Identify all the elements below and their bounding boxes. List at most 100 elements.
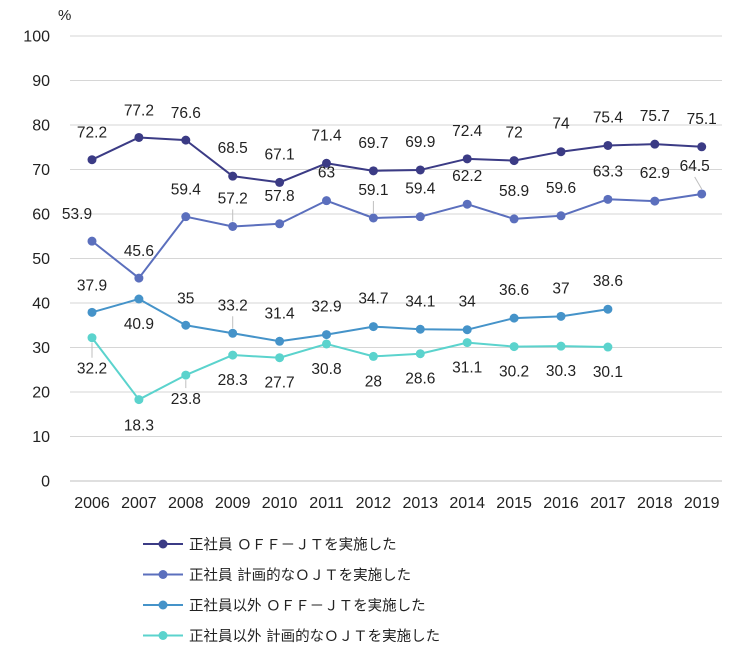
data-point [603, 342, 613, 352]
y-tick-label: 0 [41, 474, 50, 491]
data-label: 67.1 [265, 146, 295, 163]
legend-swatch-marker [158, 539, 168, 549]
x-axis-ticks: 2006 2007 2008 2009 2010 2011 2012 2013 2014 2015… [74, 495, 719, 512]
data-point [415, 212, 425, 222]
data-point [368, 166, 378, 176]
series-line [91, 298, 609, 343]
data-point [462, 154, 472, 164]
data-point [415, 324, 425, 334]
data-point [181, 212, 191, 222]
data-point [134, 273, 144, 283]
y-tick-label: 20 [32, 385, 50, 402]
data-point [556, 211, 566, 221]
data-label: 75.7 [640, 108, 670, 125]
data-label: 69.9 [405, 134, 435, 151]
data-point [509, 156, 519, 166]
data-label: 58.9 [499, 183, 529, 200]
x-tick-label: 2016 [543, 495, 579, 512]
data-label: 57.8 [265, 188, 295, 205]
y-tick-label: 90 [32, 73, 50, 90]
data-point [509, 342, 519, 352]
data-label: 59.4 [405, 181, 436, 198]
data-label: 57.2 [218, 190, 248, 207]
x-tick-label: 2013 [403, 495, 439, 512]
y-tick-label: 30 [32, 340, 50, 357]
x-tick-label: 2012 [356, 495, 392, 512]
data-point [134, 395, 144, 405]
data-point [556, 147, 566, 157]
data-label: 72.2 [77, 125, 107, 142]
data-label: 62.2 [452, 168, 482, 185]
data-label: 62.9 [640, 165, 670, 182]
data-label: 32.2 [77, 361, 107, 378]
y-tick-label: 50 [32, 251, 50, 268]
data-label: 35 [177, 290, 194, 307]
data-label: 77.2 [124, 102, 154, 119]
legend-label: 正社員以外 計画的なＯＪＴを実施した [189, 628, 440, 645]
legend-swatch-marker [158, 600, 168, 610]
y-tick-label: 40 [32, 296, 50, 313]
x-tick-label: 2014 [449, 495, 485, 512]
data-point [87, 333, 97, 343]
data-point [462, 199, 472, 209]
data-label: 37 [552, 280, 569, 297]
data-label: 53.9 [62, 206, 92, 223]
data-label: 38.6 [593, 273, 623, 290]
data-point [368, 351, 378, 361]
data-point [603, 194, 613, 204]
data-point [697, 189, 707, 199]
data-label: 31.4 [265, 305, 296, 322]
data-point [462, 325, 472, 335]
data-label: 36.6 [499, 282, 529, 299]
data-label: 59.1 [358, 182, 388, 199]
data-label: 59.4 [171, 182, 202, 199]
y-axis-ticks: 0 10 20 30 40 50 60 70 80 90 100 [23, 29, 50, 491]
data-point [368, 322, 378, 332]
data-label: 23.8 [171, 391, 201, 408]
y-tick-label: 70 [32, 162, 50, 179]
y-tick-label: 80 [32, 118, 50, 135]
series-lines [91, 136, 702, 401]
data-point [181, 135, 191, 145]
x-tick-label: 2011 [309, 495, 344, 512]
data-point [322, 196, 331, 206]
data-label: 30.8 [311, 361, 341, 378]
data-point [275, 177, 285, 187]
data-label: 37.9 [77, 277, 107, 294]
data-label: 28 [365, 373, 382, 390]
data-point [650, 139, 660, 149]
data-point [87, 155, 97, 165]
x-tick-label: 2006 [74, 495, 110, 512]
data-label: 30.1 [593, 364, 623, 381]
data-point [228, 328, 238, 338]
data-point [322, 339, 331, 349]
data-point [87, 236, 97, 246]
data-point [603, 304, 613, 314]
x-tick-label: 2019 [684, 495, 720, 512]
series-line [91, 192, 702, 280]
data-label: 27.7 [265, 375, 295, 392]
x-tick-label: 2009 [215, 495, 251, 512]
data-point [650, 196, 660, 206]
data-point [322, 158, 331, 168]
data-label: 31.1 [452, 360, 482, 377]
leader-line [694, 176, 703, 190]
data-point [134, 132, 144, 142]
data-point [509, 313, 519, 323]
data-point [556, 341, 566, 351]
legend-label: 正社員 計画的なＯＪＴを実施した [189, 567, 411, 584]
data-label: 34.7 [358, 291, 388, 308]
legend-swatch-marker [158, 631, 168, 640]
data-label: 63.3 [593, 163, 623, 180]
data-label: 74 [552, 116, 570, 133]
data-point [87, 307, 97, 317]
data-label: 68.5 [218, 140, 248, 157]
legend-swatch-marker [158, 570, 168, 579]
data-point [462, 338, 472, 348]
data-point [697, 142, 707, 152]
data-labels: 72.2 77.2 76.6 68.5 67.1 71.4 69.7 69.9 72.4 72 74… [62, 102, 717, 434]
x-tick-label: 2015 [496, 495, 532, 512]
data-label: 72.4 [452, 123, 483, 140]
data-point [134, 294, 144, 304]
data-label: 59.6 [546, 180, 576, 197]
